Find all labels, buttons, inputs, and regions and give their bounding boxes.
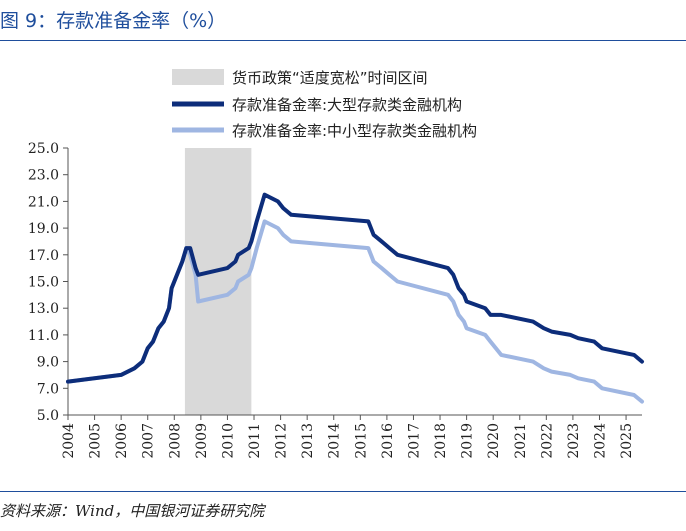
legend-label-series-2: 存款准备金率:中小型存款类金融机构 <box>232 122 477 140</box>
series-line-2 <box>66 219 644 404</box>
source-note: 资料来源：Wind，中国银河证券研究院 <box>0 502 265 520</box>
series-layer <box>66 192 644 404</box>
x-tick-label: 2005 <box>88 423 104 459</box>
y-tick-label: 9.0 <box>37 355 59 371</box>
legend-label-series-1: 存款准备金率:大型存款类金融机构 <box>232 96 462 114</box>
x-tick-label: 2006 <box>114 423 130 459</box>
chart-legend: 货币政策“适度宽松”时间区间存款准备金率:大型存款类金融机构存款准备金率:中小型… <box>172 69 477 140</box>
source-rule <box>0 491 686 492</box>
title-rule <box>0 40 686 41</box>
x-tick-label: 2014 <box>327 423 343 459</box>
x-tick-label: 2015 <box>353 423 369 459</box>
x-tick-label: 2008 <box>167 423 183 459</box>
y-tick-label: 11.0 <box>28 328 59 344</box>
y-tick-label: 5.0 <box>37 408 59 424</box>
x-tick-label: 2017 <box>406 423 422 459</box>
x-tick-label: 2023 <box>566 423 582 459</box>
x-tick-label: 2020 <box>486 423 502 459</box>
x-tick-label: 2022 <box>539 423 555 459</box>
x-tick-label: 2009 <box>194 423 210 459</box>
y-tick-label: 25.0 <box>28 141 59 157</box>
x-tick-label: 2010 <box>220 423 236 459</box>
y-tick-label: 23.0 <box>28 168 59 184</box>
y-tick-label: 17.0 <box>28 248 59 264</box>
x-tick-label: 2013 <box>300 423 316 459</box>
reserve-ratio-chart: 货币政策“适度宽松”时间区间存款准备金率:大型存款类金融机构存款准备金率:中小型… <box>28 69 644 459</box>
legend-label-shaded-band: 货币政策“适度宽松”时间区间 <box>232 69 428 87</box>
figure-title: 图 9：存款准备金率（%） <box>0 10 227 32</box>
y-tick-label: 21.0 <box>28 194 59 210</box>
legend-swatch-shaded-band <box>172 69 224 85</box>
y-tick-label: 13.0 <box>28 301 59 317</box>
x-tick-label: 2021 <box>513 423 529 459</box>
series-line-1 <box>66 192 644 384</box>
x-tick-label: 2025 <box>619 423 635 459</box>
x-tick-label: 2011 <box>247 423 263 459</box>
axis-layer: 5.0 7.0 9.0 11.0 13.0 15.0 17.0 19.0 21.0 23.0 25.… <box>28 141 642 459</box>
x-tick-label: 2018 <box>433 423 449 459</box>
x-tick-label: 2004 <box>61 423 77 459</box>
x-tick-label: 2016 <box>380 423 396 459</box>
x-tick-label: 2019 <box>460 423 476 459</box>
y-tick-label: 7.0 <box>37 381 59 397</box>
y-tick-label: 15.0 <box>28 275 59 291</box>
x-tick-label: 2007 <box>141 423 157 459</box>
y-tick-label: 19.0 <box>28 221 59 237</box>
x-tick-label: 2012 <box>274 423 290 459</box>
x-tick-label: 2024 <box>592 423 608 459</box>
